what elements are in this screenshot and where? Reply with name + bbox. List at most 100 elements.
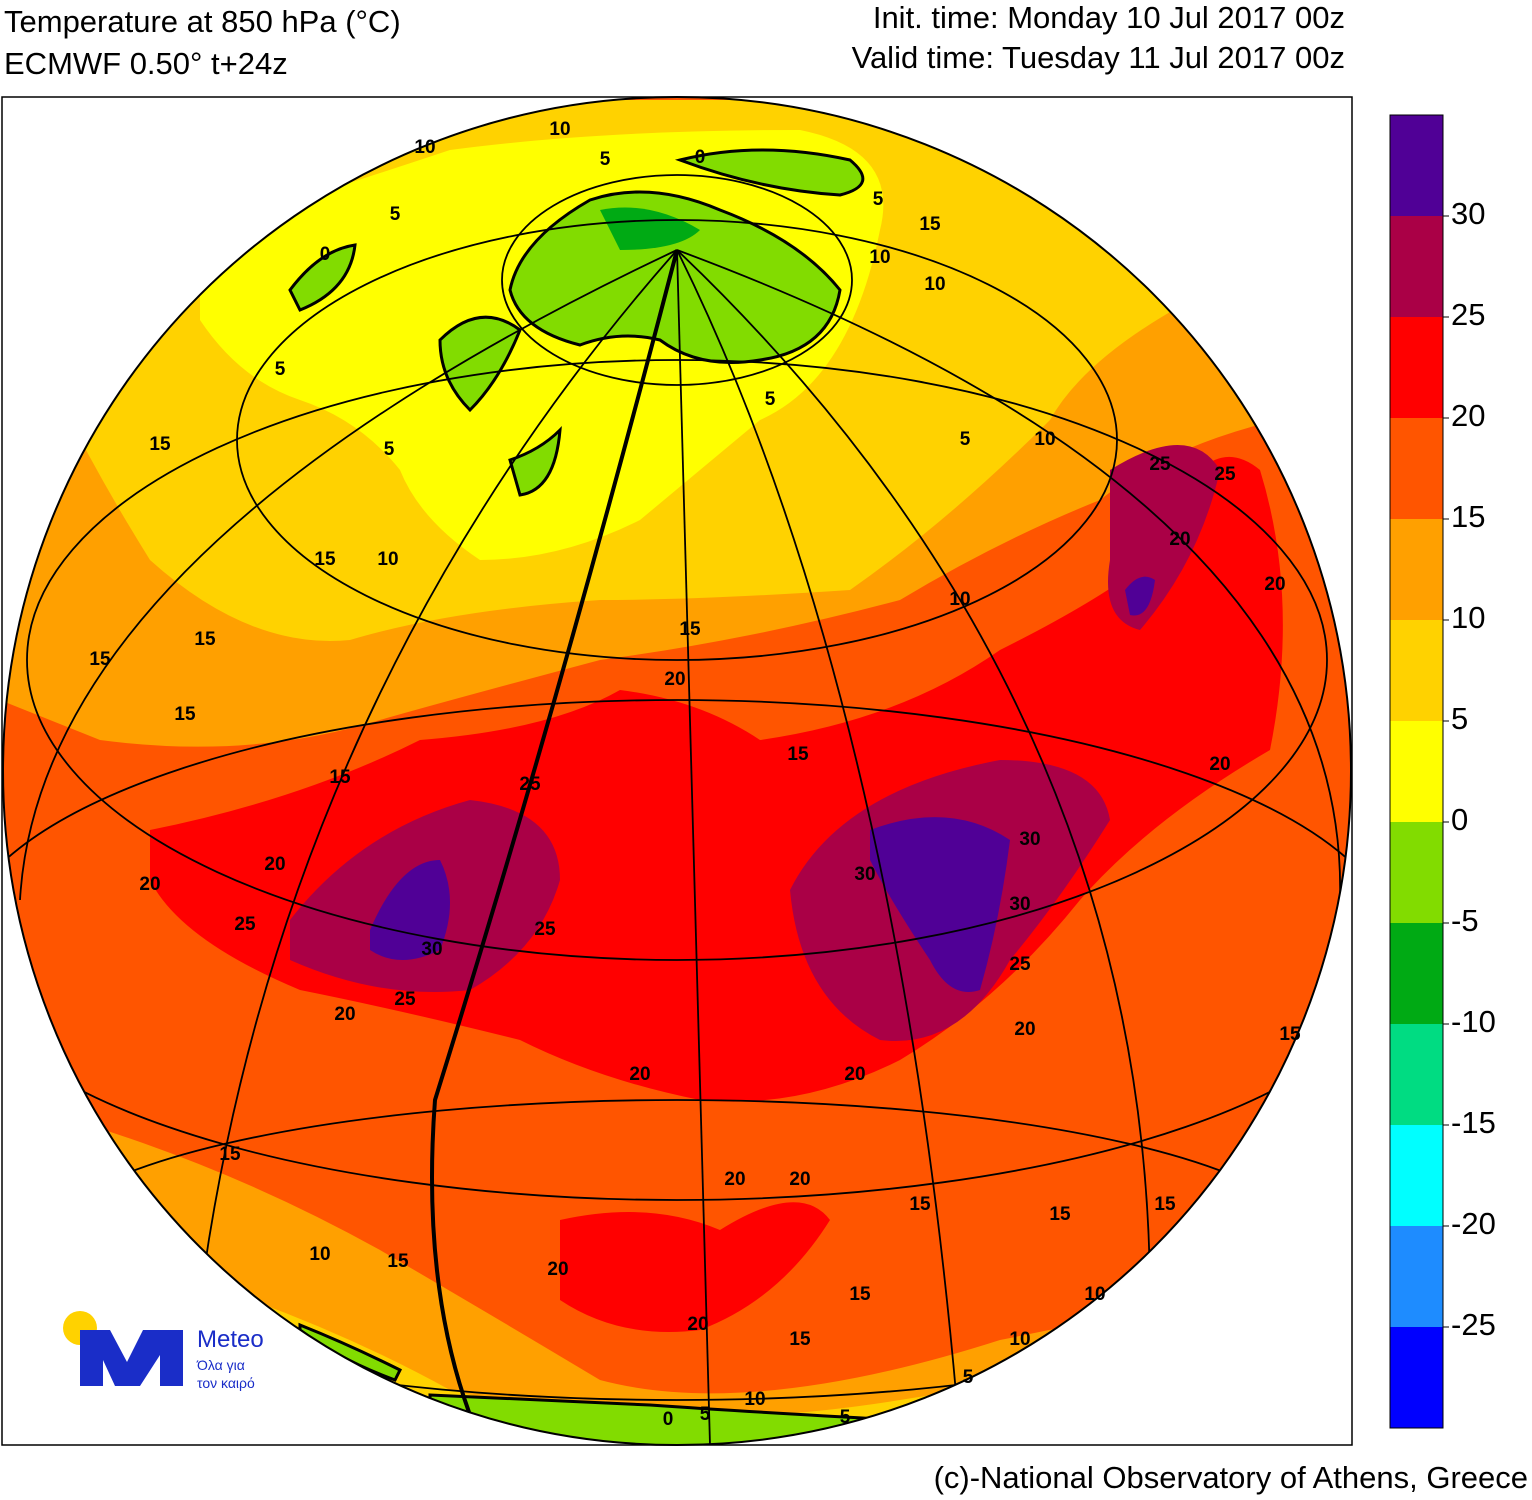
colorbar-band — [1390, 519, 1443, 620]
contour-label: 30 — [1009, 894, 1030, 915]
contour-label: 15 — [219, 1144, 241, 1165]
contour-label: 5 — [873, 189, 884, 210]
colorbar-label: -10 — [1451, 1004, 1496, 1039]
contour-label: 10 — [1084, 1284, 1105, 1305]
model: ECMWF 0.50° t+24z — [4, 46, 288, 81]
colorbar-frame — [1389, 114, 1444, 1429]
contour-label: 20 — [1014, 1019, 1035, 1040]
colorbar-band — [1390, 822, 1443, 923]
contour-label: 15 — [679, 619, 701, 640]
credit: (c)-National Observatory of Athens, Gree… — [934, 1460, 1528, 1495]
contour-label: 0 — [695, 147, 706, 168]
colorbar-label: 20 — [1451, 398, 1485, 433]
contour-label: 20 — [724, 1169, 745, 1190]
contour-label: 25 — [534, 919, 556, 940]
contour-label: 20 — [1169, 529, 1190, 550]
contour-label: 0 — [320, 244, 331, 265]
contour-label: 5 — [960, 429, 971, 450]
contour-label: 20 — [264, 854, 285, 875]
title: Temperature at 850 hPa (°C) — [4, 4, 401, 39]
contour-label: 10 — [949, 589, 970, 610]
contour-label: 0 — [663, 1409, 674, 1430]
colorbar-band — [1390, 216, 1443, 317]
contour-label: 20 — [139, 874, 160, 895]
contour-label: 10 — [309, 1244, 330, 1265]
contour-label: 5 — [840, 1407, 851, 1428]
contour-label: 15 — [849, 1284, 871, 1305]
contour-label: 10 — [1034, 429, 1055, 450]
contour-label: 10 — [1009, 1329, 1030, 1350]
colorbar-band — [1390, 620, 1443, 721]
contour-label: 20 — [1264, 574, 1285, 595]
contour-label: 30 — [421, 939, 442, 960]
colorbar-band — [1390, 923, 1443, 1024]
contour-label: 15 — [329, 767, 351, 788]
contour-label: 10 — [377, 549, 398, 570]
contour-label: 15 — [787, 744, 809, 765]
contour-label: 20 — [844, 1064, 865, 1085]
colorbar-band — [1390, 418, 1443, 519]
contour-label: 10 — [744, 1389, 765, 1410]
colorbar-label: 10 — [1451, 600, 1485, 635]
contour-label: 25 — [234, 914, 256, 935]
init-time: Init. time: Monday 10 Jul 2017 00z — [873, 0, 1345, 35]
contour-label: 20 — [1209, 754, 1230, 775]
colorbar-label: 15 — [1451, 499, 1485, 534]
colorbar-label: 0 — [1451, 802, 1468, 837]
contour-label: 20 — [547, 1259, 568, 1280]
colorbar-label: -5 — [1451, 903, 1479, 938]
contour-label: 15 — [789, 1329, 811, 1350]
colorbar-band — [1390, 721, 1443, 822]
logo-name: Meteo — [197, 1326, 264, 1353]
contour-label: 5 — [275, 359, 286, 380]
contour-label: 20 — [664, 669, 685, 690]
contour-label: 5 — [963, 1367, 974, 1388]
colorbar-band — [1390, 1024, 1443, 1125]
contour-label: 15 — [1279, 1024, 1301, 1045]
colorbar-band — [1390, 115, 1443, 216]
logo-mark — [80, 1330, 183, 1386]
contour-label: 15 — [919, 214, 941, 235]
contour-label: 15 — [314, 549, 336, 570]
contour-label: 25 — [1149, 454, 1171, 475]
contour-label: 15 — [89, 649, 111, 670]
contour-label: 15 — [194, 629, 216, 650]
contour-label: 10 — [869, 247, 890, 268]
contour-label: 5 — [384, 439, 395, 460]
contour-label: 10 — [414, 137, 435, 158]
contour-label: 15 — [387, 1251, 409, 1272]
contour-label: 5 — [600, 149, 611, 170]
contour-label: 25 — [394, 989, 416, 1010]
contour-label: 5 — [765, 389, 776, 410]
contour-label: 10 — [924, 274, 945, 295]
logo-tagline: Όλα για — [196, 1357, 245, 1373]
contour-label: 15 — [1049, 1204, 1071, 1225]
contour-label: 25 — [1214, 464, 1236, 485]
contour-label: 30 — [854, 864, 875, 885]
contour-label: 30 — [1019, 829, 1040, 850]
colorbar-band — [1390, 317, 1443, 418]
contour-label: 20 — [687, 1314, 708, 1335]
valid-time: Valid time: Tuesday 11 Jul 2017 00z — [852, 40, 1345, 75]
contour-label: 20 — [629, 1064, 650, 1085]
colorbar-label: -25 — [1451, 1307, 1496, 1342]
contour-label: 15 — [174, 704, 196, 725]
contour-label: 25 — [1009, 954, 1031, 975]
logo-tagline: τον καιρό — [197, 1375, 255, 1391]
colorbar-band — [1390, 1125, 1443, 1226]
globe-outline — [2, 96, 1352, 1446]
contour-label: 10 — [549, 119, 570, 140]
contour-label: 5 — [390, 204, 401, 225]
colorbar-label: -15 — [1451, 1105, 1496, 1140]
contour-label: 20 — [334, 1004, 355, 1025]
colorbar-label: 5 — [1451, 701, 1468, 736]
contour-label: 25 — [519, 774, 541, 795]
contour-label: 15 — [1154, 1194, 1176, 1215]
contour-label: 15 — [909, 1194, 931, 1215]
contour-label: 20 — [789, 1169, 810, 1190]
colorbar-label: -20 — [1451, 1206, 1496, 1241]
colorbar-band — [1390, 1327, 1443, 1428]
contour-label: 15 — [149, 434, 171, 455]
